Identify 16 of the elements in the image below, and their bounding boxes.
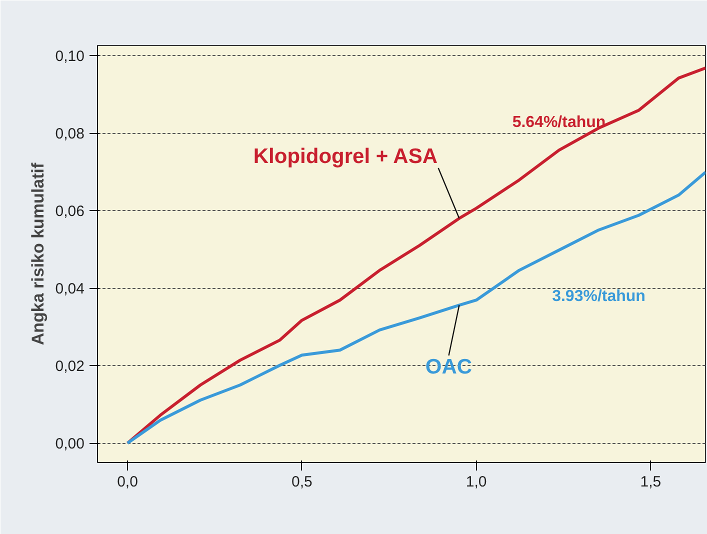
text: Klopidogrel + ASA (253, 144, 438, 168)
x-tick-label: 1,5 (640, 474, 662, 490)
x-tick-label: 1,0 (466, 474, 487, 490)
y-tick-label: 0,00 (55, 436, 85, 453)
y-tick-label: 0,04 (55, 280, 85, 298)
y-tick-label: 0,08 (55, 126, 85, 143)
y-tick-label: 0,06 (55, 203, 85, 220)
series-label: OAC (425, 356, 472, 379)
y-tick-label: 0,10 (55, 48, 85, 66)
y-axis-title: Angka risiko kumulatif (28, 162, 48, 346)
line-series (126, 170, 706, 445)
annotation: 3.93%/tahun (552, 288, 646, 306)
x-tick-label: 0,5 (291, 474, 312, 490)
annotation: 5.64%/tahun (512, 114, 606, 131)
y-tick-label: 0,02 (55, 358, 85, 376)
x-tick-label: 0,0 (117, 474, 138, 490)
